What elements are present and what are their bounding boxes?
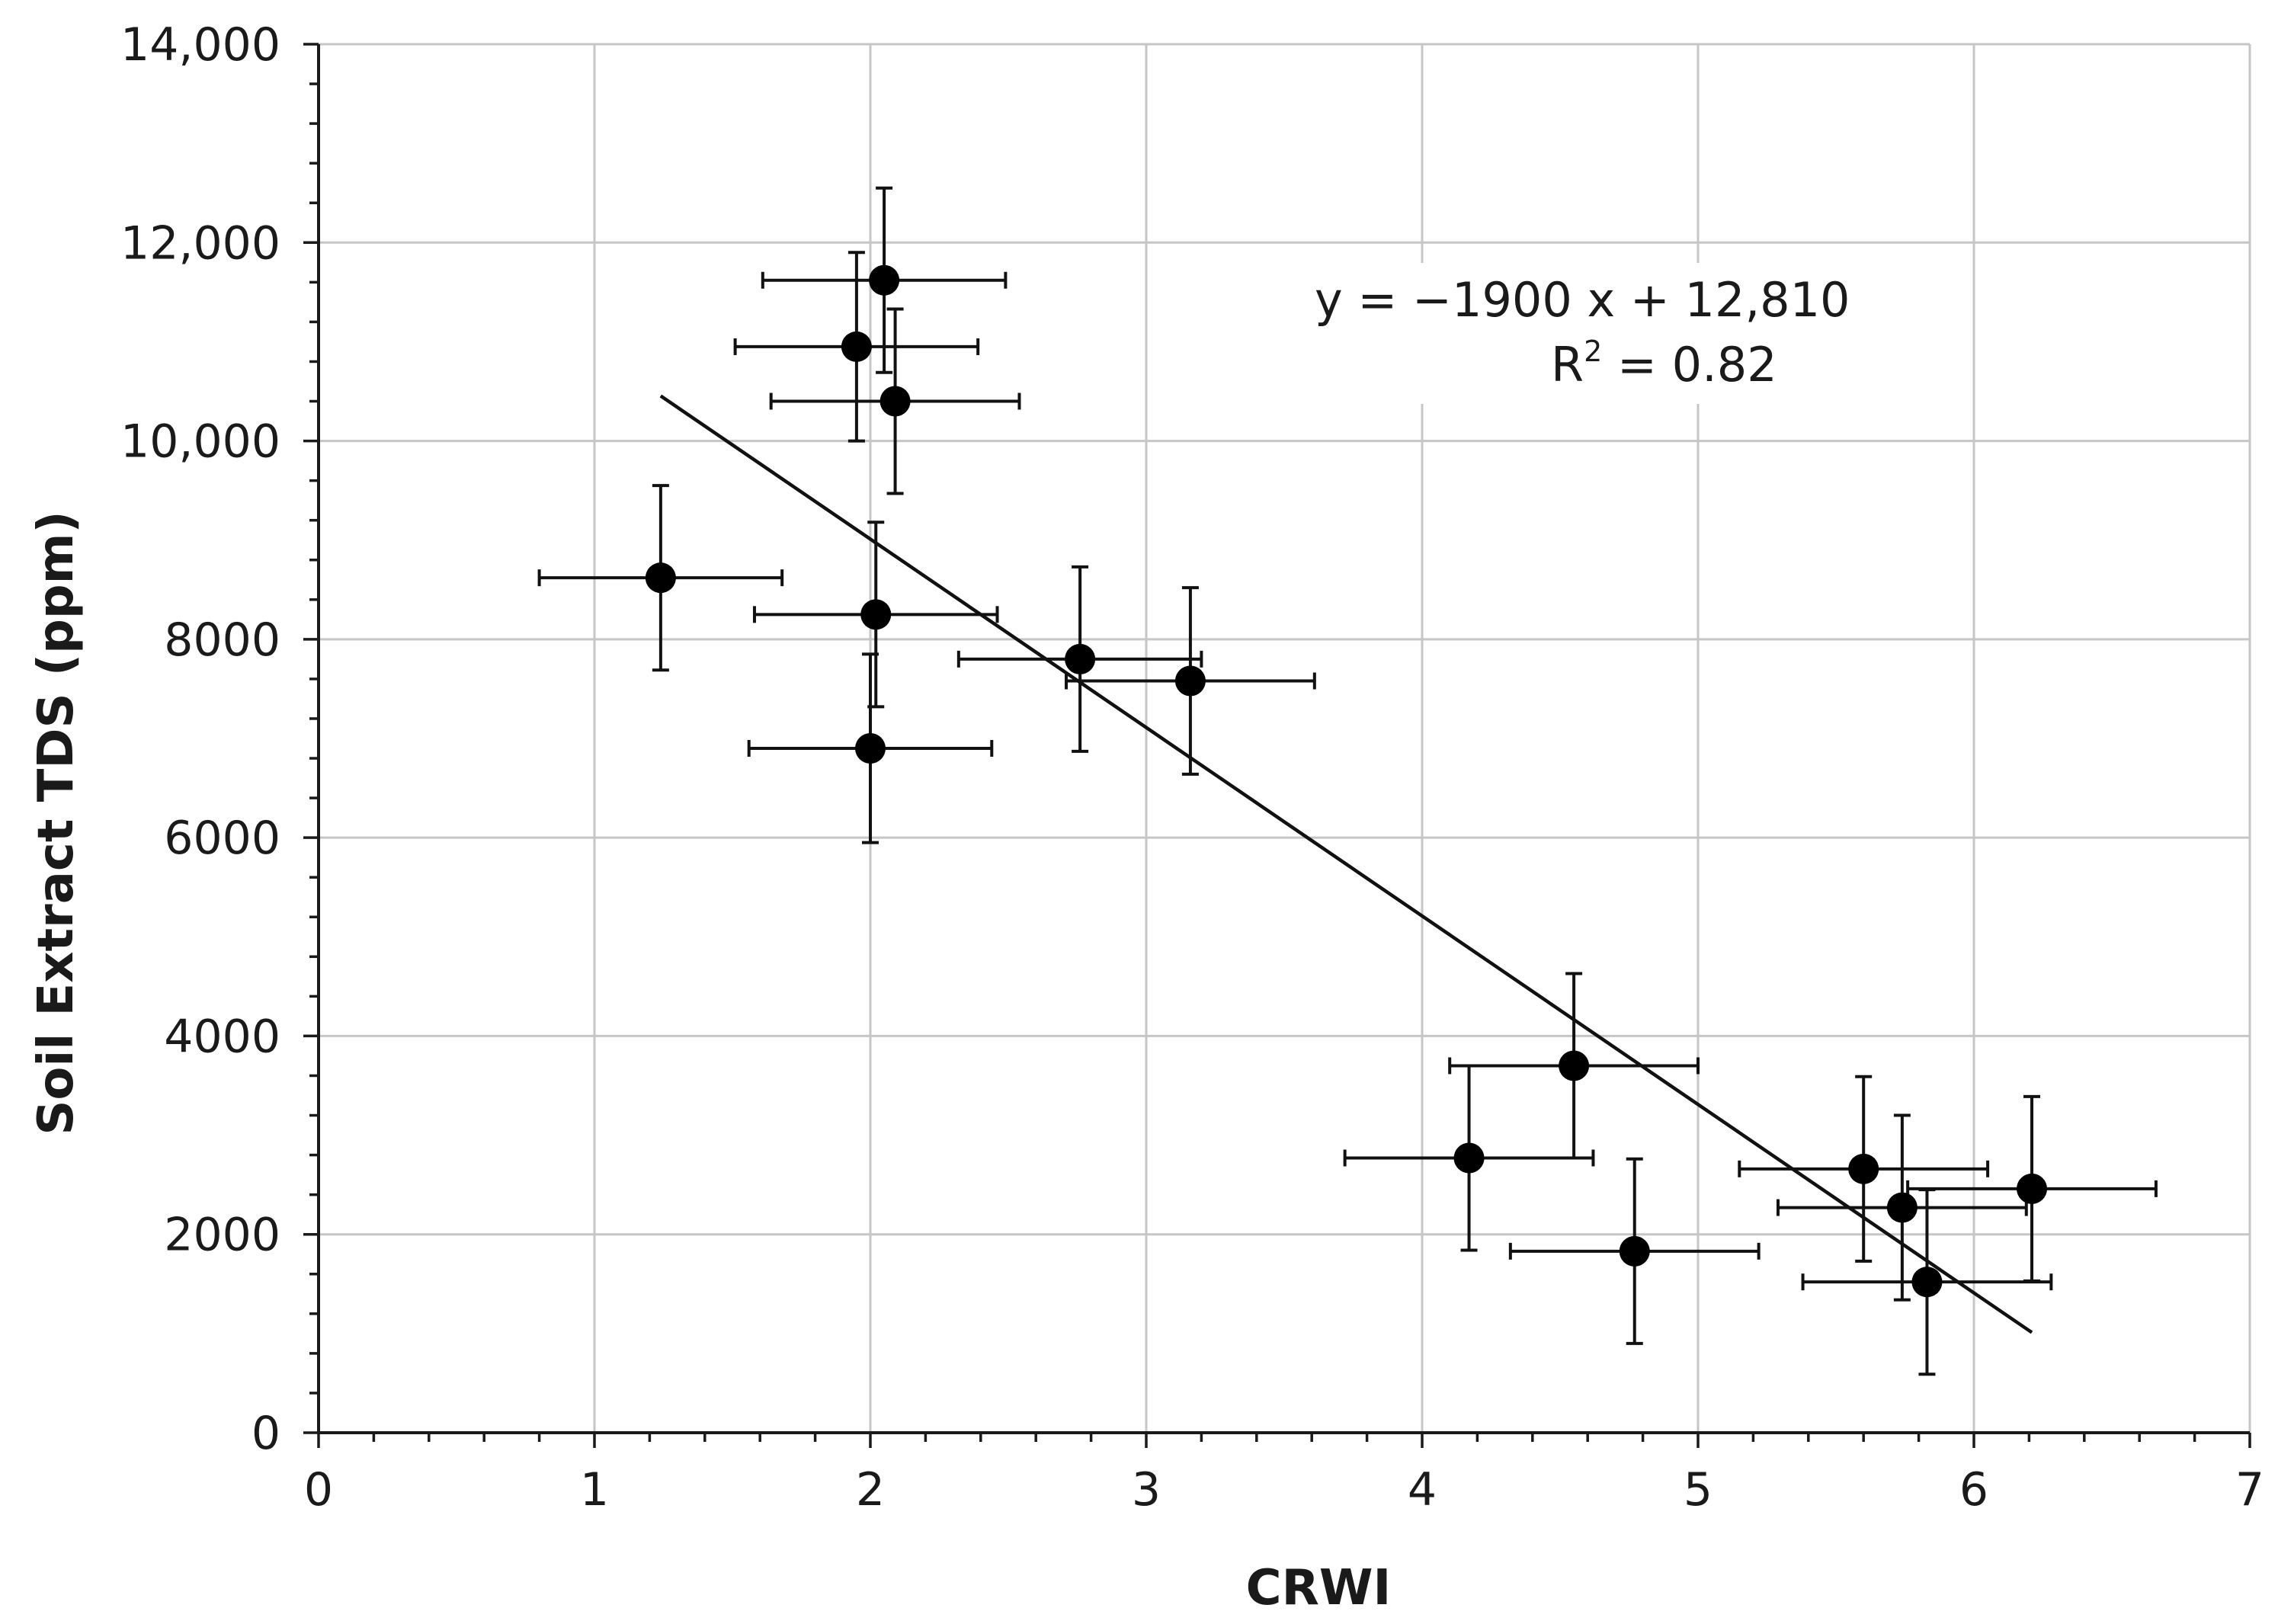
data-points [645, 264, 2048, 1298]
y-tick-label: 8000 [164, 613, 280, 667]
x-tick-label: 0 [304, 1463, 333, 1517]
data-point [860, 599, 892, 630]
data-point [841, 331, 872, 362]
y-tick-label: 12,000 [120, 216, 280, 270]
x-tick-label: 4 [1408, 1463, 1437, 1517]
tick-labels: 0 1 2 3 4 5 6 7 0 2000 4000 6000 8000 10,000 12,000 14,… [120, 18, 2264, 1517]
data-point [1911, 1267, 1943, 1298]
data-point [1886, 1192, 1918, 1223]
x-tick-label: 7 [2235, 1463, 2264, 1517]
y-tick-label: 4000 [164, 1010, 280, 1063]
x-tick-label: 2 [856, 1463, 885, 1517]
data-point [1174, 665, 1206, 697]
data-point [879, 386, 911, 417]
equation-annotation: y = −1900 x + 12,810 R2 = 0.82 [1296, 263, 1890, 404]
data-point [1559, 1050, 1590, 1081]
y-tick-label: 10,000 [120, 415, 280, 469]
y-tick-label: 2000 [164, 1209, 280, 1262]
trendline [659, 394, 2033, 1334]
x-tick-label: 5 [1684, 1463, 1713, 1517]
x-tick-label: 6 [1959, 1463, 1988, 1517]
data-point [855, 733, 886, 764]
data-point [1065, 643, 1096, 674]
axes [303, 43, 2251, 1448]
y-tick-label: 0 [252, 1407, 280, 1460]
r-squared-value: = 0.82 [1602, 337, 1777, 392]
r-squared-superscript: 2 [1584, 335, 1602, 368]
data-point [1453, 1142, 1485, 1174]
trendline-equation: y = −1900 x + 12,810 [1315, 272, 1850, 328]
y-axis-title: Soil Extract TDS (ppm) [28, 511, 85, 1135]
y-tick-label: 6000 [164, 812, 280, 865]
x-tick-label: 1 [580, 1463, 609, 1517]
data-point [1848, 1153, 1879, 1184]
y-tick-label: 14,000 [120, 18, 280, 72]
data-point [869, 264, 900, 296]
x-tick-label: 3 [1132, 1463, 1161, 1517]
data-point [1619, 1235, 1650, 1267]
equation-background [1296, 263, 1890, 404]
r-squared-letter: R [1551, 337, 1584, 392]
data-point [645, 562, 676, 594]
r-squared-label: R2 = 0.82 [1551, 335, 1777, 392]
data-point [2017, 1173, 2048, 1204]
grid-lines [319, 43, 2251, 1433]
x-axis-title: CRWI [1246, 1560, 1392, 1616]
trendline-group [659, 394, 2033, 1334]
